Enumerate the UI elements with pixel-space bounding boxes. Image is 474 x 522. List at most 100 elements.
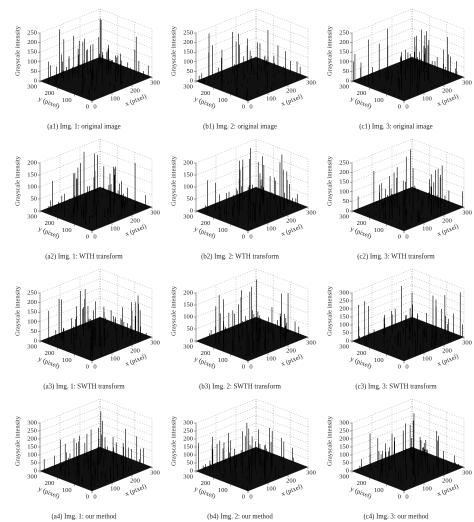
grid-line xyxy=(99,18,153,39)
x-tick-label: 200 xyxy=(286,347,296,354)
panel: 05010015020025001002003000100200300Grays… xyxy=(14,268,160,391)
grid-line xyxy=(195,138,257,164)
grid-line xyxy=(351,438,413,464)
caption: (a2) Img. 1: WTH transform xyxy=(45,254,123,261)
grid-line xyxy=(255,414,309,436)
grid-line xyxy=(39,18,101,43)
grid-line xyxy=(195,398,257,424)
x-tick-label: 300 xyxy=(462,79,472,86)
z-tick-label: 50 xyxy=(187,68,194,75)
y-axis-label: y (pixel) xyxy=(349,226,372,241)
grid-line xyxy=(99,37,153,58)
z-tick-label: 200 xyxy=(27,299,37,306)
x-tick-label: 100 xyxy=(266,355,276,362)
grid-line xyxy=(99,307,153,328)
grid-line xyxy=(99,162,153,184)
z-tick-label: 50 xyxy=(31,328,38,335)
grid-line xyxy=(195,430,257,456)
z-tick-label: 0 xyxy=(34,337,37,344)
x-tick-label: 200 xyxy=(130,217,140,224)
x-axis-label: x (pixel) xyxy=(436,223,459,238)
x-axis-label: x (pixel) xyxy=(124,223,147,238)
grid-line xyxy=(255,292,309,314)
y-tick-label: 0 xyxy=(398,233,401,240)
z-tick-label: 300 xyxy=(183,419,193,426)
x-axis-label: x (pixel) xyxy=(280,223,303,238)
surface-floor xyxy=(40,447,152,491)
z-axis-label: Grayscale intensity xyxy=(14,285,21,336)
x-tick-label: 300 xyxy=(150,339,160,346)
grid-line xyxy=(39,297,101,322)
z-tick-label: 250 xyxy=(339,159,349,166)
x-tick-label: 100 xyxy=(266,485,276,492)
panel: 05010015020025030001002003000100200300Gr… xyxy=(14,398,160,521)
y-tick-label: 300 xyxy=(339,343,349,350)
x-tick-label: 100 xyxy=(422,355,432,362)
y-tick-label: 100 xyxy=(62,357,72,364)
y-tick-label: 0 xyxy=(242,103,245,110)
x-tick-label: 100 xyxy=(110,485,120,492)
z-tick-label: 50 xyxy=(343,68,350,75)
panel: 05010015020025001002003000100200300Grays… xyxy=(14,8,160,131)
grid-line xyxy=(255,304,309,326)
grid-line xyxy=(39,307,101,332)
grid-line xyxy=(39,278,101,303)
y-tick-label: 0 xyxy=(86,363,89,370)
grid-line xyxy=(411,18,465,39)
x-tick-label: 0 xyxy=(93,363,96,370)
y-tick-label: 200 xyxy=(201,220,211,227)
grid-line xyxy=(255,28,309,49)
z-tick-label: 50 xyxy=(31,459,38,466)
y-tick-label: 200 xyxy=(357,350,367,357)
grid-line xyxy=(99,406,153,428)
y-axis-label: y (pixel) xyxy=(349,356,372,371)
x-axis-label: x (pixel) xyxy=(124,483,147,498)
z-tick-label: 100 xyxy=(183,313,193,320)
z-tick-label: 100 xyxy=(339,321,349,328)
caption: (b2) Img. 2: WTH transform xyxy=(201,254,280,261)
grid-line xyxy=(255,280,309,302)
grid-line xyxy=(411,8,465,30)
y-axis-label: y (pixel) xyxy=(37,486,60,501)
grid-line xyxy=(99,438,153,460)
y-tick-label: 200 xyxy=(45,220,55,227)
grid-line xyxy=(195,37,257,62)
z-tick-label: 250 xyxy=(183,29,193,36)
grid-line xyxy=(195,292,257,318)
y-tick-label: 100 xyxy=(62,227,72,234)
z-axis-label: Grayscale intensity xyxy=(326,285,333,336)
grid-line xyxy=(99,150,153,172)
z-tick-label: 0 xyxy=(190,337,193,344)
x-tick-label: 200 xyxy=(442,87,452,94)
z-tick-label: 200 xyxy=(339,305,349,312)
x-tick-label: 100 xyxy=(422,95,432,102)
grid-line xyxy=(351,8,413,34)
z-tick-label: 150 xyxy=(183,443,193,450)
x-axis-label: x (pixel) xyxy=(436,93,459,108)
panel: 05010015020025030001002003000100200300Gr… xyxy=(326,398,472,521)
z-tick-label: 50 xyxy=(187,325,194,332)
z-tick-label: 200 xyxy=(183,289,193,296)
y-tick-label: 300 xyxy=(339,83,349,90)
panel: 05010015020025030001002003000100200300Gr… xyxy=(170,398,316,521)
y-axis-label: y (pixel) xyxy=(349,486,372,501)
z-axis-label: Grayscale intensity xyxy=(14,25,21,76)
z-tick-label: 0 xyxy=(190,77,193,84)
y-tick-label: 300 xyxy=(183,83,193,90)
caption: (b1) Img. 2: original image xyxy=(203,124,277,131)
grid-line xyxy=(99,288,153,309)
caption: (b4) Img. 2: our method xyxy=(207,514,273,521)
grid-line xyxy=(255,47,309,68)
z-tick-label: 200 xyxy=(27,159,37,166)
y-tick-label: 0 xyxy=(398,103,401,110)
grid-line xyxy=(351,398,413,424)
grid-line xyxy=(411,414,465,436)
z-tick-label: 150 xyxy=(27,171,37,178)
z-tick-label: 100 xyxy=(27,318,37,325)
surface-floor xyxy=(196,57,308,101)
z-tick-label: 0 xyxy=(34,77,37,84)
z-axis-label: Grayscale intensity xyxy=(170,25,177,76)
z-tick-label: 0 xyxy=(34,467,37,474)
y-tick-label: 100 xyxy=(374,487,384,494)
grid-line xyxy=(411,28,465,49)
